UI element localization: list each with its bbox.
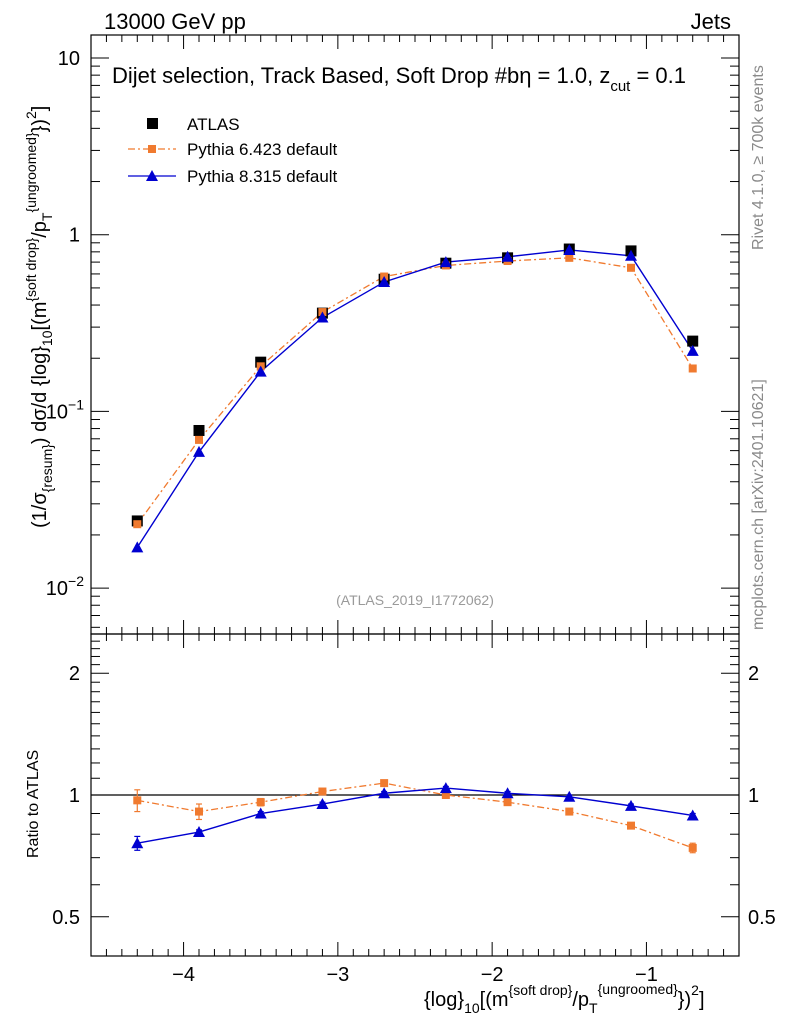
ratio-py8-point — [193, 826, 205, 838]
ratio-py6-point — [441, 791, 450, 799]
ylabel-p6: ] — [29, 106, 51, 112]
py8-point — [193, 445, 205, 457]
legend-py8-marker — [146, 170, 158, 181]
ratio-py6-point — [318, 787, 327, 796]
ylabel-p5: }) — [29, 119, 51, 132]
legend-py6-label: Pythia 6.423 default — [187, 140, 338, 159]
xlabel-p1: {log} — [424, 989, 464, 1011]
ratio-y-axis-label: Ratio to ATLAS — [25, 750, 42, 858]
ylabel-p2sub: 10 — [39, 330, 55, 346]
x-tick-label: −4 — [172, 964, 195, 986]
xlabel-p5: ] — [699, 989, 705, 1011]
ratio-y-tick-label-right: 2 — [748, 663, 759, 685]
y-tick-label: 10−2 — [46, 573, 84, 600]
rivet-label: Rivet 4.1.0, ≥ 700k events — [750, 65, 767, 250]
py8-point — [439, 256, 452, 268]
ratio-py8-point — [501, 787, 514, 799]
plot-title-beta: η = 1.0, z — [519, 63, 610, 88]
y-tick-label: 10 — [58, 48, 80, 70]
ylabel-p4sub: T — [39, 212, 55, 221]
atlas-point — [255, 356, 267, 368]
ylabel-p1sub: {resum} — [39, 444, 55, 493]
header-left: 13000 GeV pp — [104, 9, 246, 34]
ylabel-p2: ) dσ/d {log} — [29, 346, 51, 444]
py6-point — [565, 253, 574, 262]
ratio-py6-point — [503, 798, 512, 807]
xlabel-p3: /p — [572, 989, 589, 1011]
ylabel-p5sup: 2 — [23, 111, 39, 119]
ratio-py6-point — [256, 798, 265, 807]
xlabel-p2: [(m — [480, 989, 509, 1011]
mcplots-label: mcplots.cern.ch [arXiv:2401.10621] — [750, 379, 767, 630]
plot-title-zcut-val: = 0.1 — [630, 63, 686, 88]
py6-point — [133, 520, 142, 529]
x-tick-label: −2 — [481, 964, 504, 986]
y-tick-label: 1 — [69, 225, 80, 247]
ratio-py8-point — [439, 782, 452, 794]
xlabel-p3sub: T — [589, 1000, 598, 1016]
py6-point — [195, 435, 203, 444]
plot-title-cut-sub: cut — [610, 78, 631, 95]
py8-point — [563, 243, 576, 255]
ratio-py8-point — [131, 837, 144, 849]
atlas-point — [687, 335, 699, 347]
legend-atlas-marker — [147, 118, 158, 129]
py8-line — [136, 249, 694, 548]
ylabel-p3sup: {soft drop} — [23, 237, 39, 301]
legend: ATLAS Pythia 6.423 default Pythia 8.315 … — [128, 115, 338, 186]
py8-point — [316, 311, 329, 323]
py6-line — [136, 257, 694, 525]
plot-title: Dijet selection, Track Based, Soft Drop … — [112, 63, 686, 95]
xlabel-p4: }) — [678, 989, 691, 1011]
reference-label: (ATLAS_2019_I1772062) — [336, 592, 494, 608]
x-tick-label: −3 — [326, 964, 349, 986]
y-tick-label: 10−1 — [46, 396, 84, 423]
legend-atlas-label: ATLAS — [187, 115, 240, 134]
ratio-py6-point — [565, 807, 574, 816]
py8-point — [254, 365, 267, 377]
ratio-py8-point — [625, 799, 637, 811]
py8-point — [131, 541, 144, 553]
ratio-py6-point — [688, 843, 697, 852]
ylabel-p3: [(m — [29, 302, 51, 331]
ylabel-p4sup: {ungroomed} — [23, 132, 39, 213]
ratio-py8-point — [686, 809, 699, 821]
x-axis-label: {log}10[(m{soft drop}/pT{ungroomed}})2] — [424, 981, 705, 1016]
main-y-axis-label: (1/σ{resum}) dσ/d {log}10[(m{soft drop}/… — [23, 106, 55, 528]
ratio-py6-line — [137, 782, 693, 849]
py8-point — [501, 250, 514, 262]
ylabel-p4: /p — [29, 221, 51, 238]
ylabel-p1: (1/σ — [29, 492, 51, 528]
py6-point — [688, 364, 697, 373]
py8-point — [378, 276, 391, 288]
ratio-py8-point — [316, 798, 329, 810]
xlabel-p2sup: {soft drop} — [509, 982, 573, 998]
legend-py6-marker — [148, 145, 156, 153]
xlabel-p4sup: 2 — [691, 982, 699, 998]
ratio-y-tick-label: 0.5 — [52, 907, 80, 929]
legend-py8-label: Pythia 8.315 default — [187, 167, 338, 186]
atlas-point — [193, 424, 205, 436]
py8-point — [625, 249, 637, 261]
ratio-py6-point — [195, 807, 203, 816]
plot-title-main: Dijet selection, Track Based, Soft Drop … — [112, 63, 519, 88]
py6-point — [627, 263, 635, 272]
xlabel-p1sub: 10 — [464, 1000, 480, 1016]
x-tick-label: −1 — [635, 964, 658, 986]
ratio-y-tick-label: 2 — [69, 663, 80, 685]
ratio-y-tick-label-right: 0.5 — [748, 907, 776, 929]
ratio-py8-point — [378, 787, 391, 799]
ratio-py6-point — [627, 821, 635, 830]
header-right: Jets — [691, 9, 731, 34]
ratio-py8-point — [254, 807, 267, 819]
ratio-y-tick-label-right: 1 — [748, 785, 759, 807]
ratio-y-tick-label: 1 — [69, 785, 80, 807]
ratio-py6-point — [380, 779, 389, 788]
ratio-py8-line — [137, 787, 693, 844]
py8-point — [686, 344, 699, 356]
ratio-py8-point — [563, 790, 576, 802]
ratio-py6-point — [133, 796, 142, 805]
xlabel-p3sup: {ungroomed} — [598, 981, 679, 997]
